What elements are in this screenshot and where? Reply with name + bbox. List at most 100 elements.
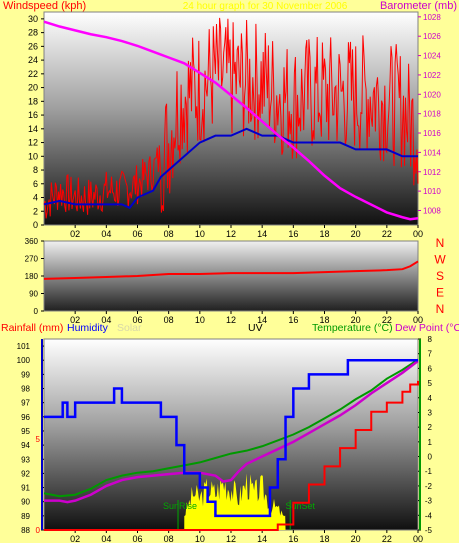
sunset-label: SunSet — [285, 501, 315, 511]
barometer-line — [43, 20, 419, 221]
temperature-tick-label: 0 — [428, 453, 433, 462]
x-tick-label: 10 — [195, 315, 205, 325]
direction-tick-label: 180 — [25, 272, 39, 281]
compass-letter: E — [436, 286, 444, 300]
windspeed-tick-label: 16 — [28, 110, 38, 120]
windspeed-tick-label: 30 — [28, 14, 38, 24]
barometer-tick-label: 1018 — [423, 110, 441, 119]
temperature-line — [43, 358, 419, 498]
windspeed-axis-title: Windspeed (kph) — [3, 0, 86, 12]
temperature-legend: Temperature (°C) — [312, 322, 393, 334]
rainfall-tick-label: 0 — [36, 526, 41, 535]
dewpoint-legend: Dew Point (°C — [395, 322, 459, 334]
x-tick-label: 06 — [132, 315, 142, 325]
direction-tick-label: 360 — [25, 237, 39, 246]
direction-tick-label: 90 — [29, 290, 38, 299]
direction-tick-label: 270 — [25, 255, 39, 264]
x-tick-label: 08 — [164, 534, 174, 543]
barometer-tick-label: 1022 — [423, 71, 441, 80]
humidity-tick-label: 96 — [21, 413, 30, 422]
x-tick-label: 22 — [382, 315, 392, 325]
x-tick-label: 10 — [195, 534, 205, 543]
x-tick-label: 14 — [257, 315, 267, 325]
temperature-tick-label: 4 — [428, 394, 433, 403]
humidity-tick-label: 93 — [21, 455, 30, 464]
temperature-tick-label: -3 — [425, 497, 433, 506]
windspeed-tick-label: 2 — [33, 206, 38, 216]
x-tick-label: 12 — [226, 315, 236, 325]
x-tick-label: 14 — [257, 534, 267, 543]
x-tick-label: 18 — [319, 229, 329, 239]
chart-title: 24 hour graph for 30 November 2006 — [183, 1, 348, 12]
windspeed-tick-label: 26 — [28, 41, 38, 51]
temperature-tick-label: -1 — [425, 467, 433, 476]
x-tick-label: 16 — [288, 534, 298, 543]
x-tick-label: 12 — [226, 229, 236, 239]
windspeed-tick-label: 8 — [33, 165, 38, 175]
compass-letter: N — [436, 236, 445, 250]
x-tick-label: 10 — [195, 229, 205, 239]
windspeed-tick-label: 28 — [28, 28, 38, 38]
humidity-tick-label: 97 — [21, 399, 30, 408]
barometer-tick-label: 1014 — [423, 148, 441, 157]
humidity-tick-label: 99 — [21, 370, 30, 379]
x-tick-label: 04 — [101, 229, 111, 239]
humidity-tick-label: 100 — [17, 356, 31, 365]
x-tick-label: 02 — [70, 534, 80, 543]
x-tick-label: 04 — [101, 534, 111, 543]
temperature-tick-label: -5 — [425, 526, 433, 535]
barometer-tick-label: 1010 — [423, 187, 441, 196]
top-plot-area — [43, 11, 419, 226]
windspeed-tick-label: 18 — [28, 96, 38, 106]
temperature-tick-label: 3 — [428, 408, 433, 417]
windspeed-tick-label: 10 — [28, 151, 38, 161]
windspeed-tick-label: 14 — [28, 124, 38, 134]
x-tick-label: 02 — [70, 315, 80, 325]
x-tick-label: 18 — [319, 534, 329, 543]
x-tick-label: 12 — [226, 534, 236, 543]
uv-legend: UV — [248, 322, 263, 334]
temperature-tick-label: 8 — [428, 335, 433, 344]
x-tick-label: 06 — [132, 534, 142, 543]
humidity-tick-label: 91 — [21, 484, 30, 493]
x-tick-label: 08 — [164, 315, 174, 325]
x-tick-label: 06 — [132, 229, 142, 239]
barometer-tick-label: 1026 — [423, 32, 441, 41]
windspeed-tick-label: 0 — [33, 220, 38, 230]
dewpoint-line — [44, 360, 419, 504]
x-tick-label: 16 — [288, 229, 298, 239]
humidity-tick-label: 98 — [21, 385, 30, 394]
x-tick-label: 16 — [288, 315, 298, 325]
rainfall-axis-title: Rainfall (mm) — [1, 322, 63, 334]
humidity-tick-label: 89 — [21, 512, 30, 521]
direction-tick-label: 0 — [34, 307, 39, 316]
temperature-tick-label: 5 — [428, 379, 433, 388]
x-tick-label: 02 — [70, 229, 80, 239]
barometer-tick-label: 1024 — [423, 52, 441, 61]
barometer-tick-label: 1016 — [423, 129, 441, 138]
humidity-tick-label: 101 — [17, 342, 31, 351]
temperature-tick-label: 1 — [428, 438, 433, 447]
x-tick-label: 08 — [164, 229, 174, 239]
humidity-tick-label: 90 — [21, 498, 30, 507]
sunrise-label: SunRise — [163, 501, 197, 511]
windspeed-tick-label: 24 — [28, 55, 38, 65]
x-tick-label: 22 — [382, 229, 392, 239]
barometer-tick-label: 1008 — [423, 206, 441, 215]
humidity-tick-label: 95 — [21, 427, 30, 436]
temperature-tick-label: 6 — [428, 364, 433, 373]
compass-letter: W — [434, 253, 446, 267]
barometer-axis-title: Barometer (mb) — [380, 0, 457, 12]
x-tick-label: 00 — [413, 315, 423, 325]
x-tick-label: 00 — [413, 534, 423, 543]
temperature-tick-label: 7 — [428, 350, 433, 359]
x-tick-label: 18 — [319, 315, 329, 325]
compass-letter: S — [436, 269, 444, 283]
windspeed-tick-label: 4 — [33, 193, 38, 203]
humidity-line — [44, 358, 418, 518]
x-tick-label: 00 — [413, 229, 423, 239]
temperature-tick-label: -2 — [425, 482, 433, 491]
wind-direction-line — [43, 260, 419, 280]
